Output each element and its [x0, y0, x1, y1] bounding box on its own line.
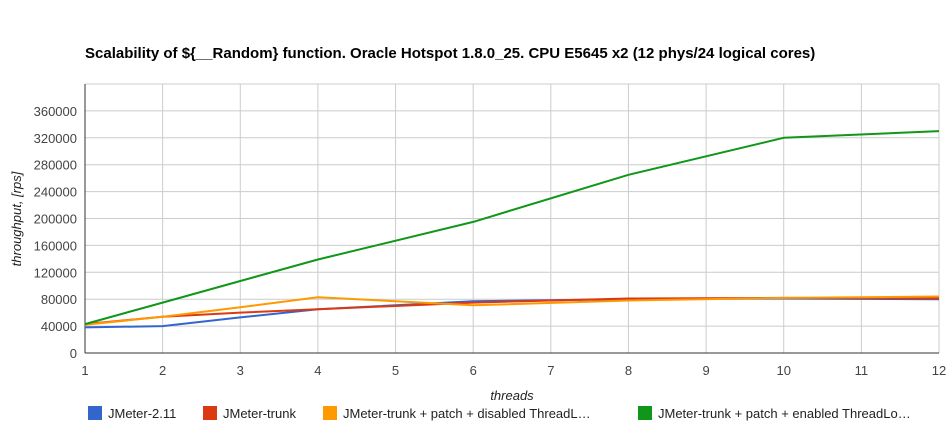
y-tick-label: 40000	[41, 319, 77, 334]
x-tick-label: 10	[776, 363, 790, 378]
x-tick-label: 7	[547, 363, 554, 378]
x-tick-label: 12	[932, 363, 946, 378]
legend-swatch	[203, 406, 217, 420]
x-tick-label: 4	[314, 363, 321, 378]
series-line-4	[84, 130, 940, 326]
x-tick-label: 3	[237, 363, 244, 378]
y-tick-label: 360000	[34, 104, 77, 119]
legend[interactable]: JMeter-2.11 JMeter-trunk JMeter-trunk + pa…	[88, 406, 911, 421]
legend-item-3[interactable]: JMeter-trunk + patch + disabled ThreadL…	[323, 406, 591, 421]
y-axis-title: throughput, [rps]	[9, 171, 24, 266]
x-tick-label: 8	[625, 363, 632, 378]
x-tick-label: 11	[855, 363, 869, 378]
legend-label: JMeter-trunk + patch + disabled ThreadL…	[343, 406, 591, 421]
y-tick-label: 240000	[34, 185, 77, 200]
legend-swatch	[323, 406, 337, 420]
x-tick-label: 2	[159, 363, 166, 378]
y-tick-label: 280000	[34, 158, 77, 173]
y-tick-label: 320000	[34, 131, 77, 146]
y-tick-label: 80000	[41, 292, 77, 307]
x-tick-label: 9	[702, 363, 709, 378]
legend-label: JMeter-trunk + patch + enabled ThreadLo…	[658, 406, 911, 421]
legend-item-4[interactable]: JMeter-trunk + patch + enabled ThreadLo…	[638, 406, 911, 421]
legend-label: JMeter-2.11	[108, 406, 176, 421]
legend-swatch	[638, 406, 652, 420]
x-tick-label: 6	[470, 363, 477, 378]
legend-swatch	[88, 406, 102, 420]
tick-labels: 1 2 3 4 5 6 7 8 9 10 11 120400008000012000016000020…	[34, 104, 947, 378]
legend-item-1[interactable]: JMeter-2.11	[88, 406, 176, 421]
axes	[84, 84, 939, 354]
y-tick-label: 200000	[34, 212, 77, 227]
x-tick-label: 5	[392, 363, 399, 378]
series-lines	[84, 130, 940, 329]
series-line-3	[84, 295, 940, 326]
legend-item-2[interactable]: JMeter-trunk	[203, 406, 296, 421]
y-tick-label: 120000	[34, 265, 77, 280]
chart-title: Scalability of ${__Random} function. Ora…	[85, 45, 815, 62]
y-tick-label: 160000	[34, 238, 77, 253]
legend-label: JMeter-trunk	[223, 406, 296, 421]
y-tick-label: 0	[70, 346, 77, 361]
x-axis-title: threads	[490, 388, 534, 403]
x-tick-label: 1	[81, 363, 88, 378]
